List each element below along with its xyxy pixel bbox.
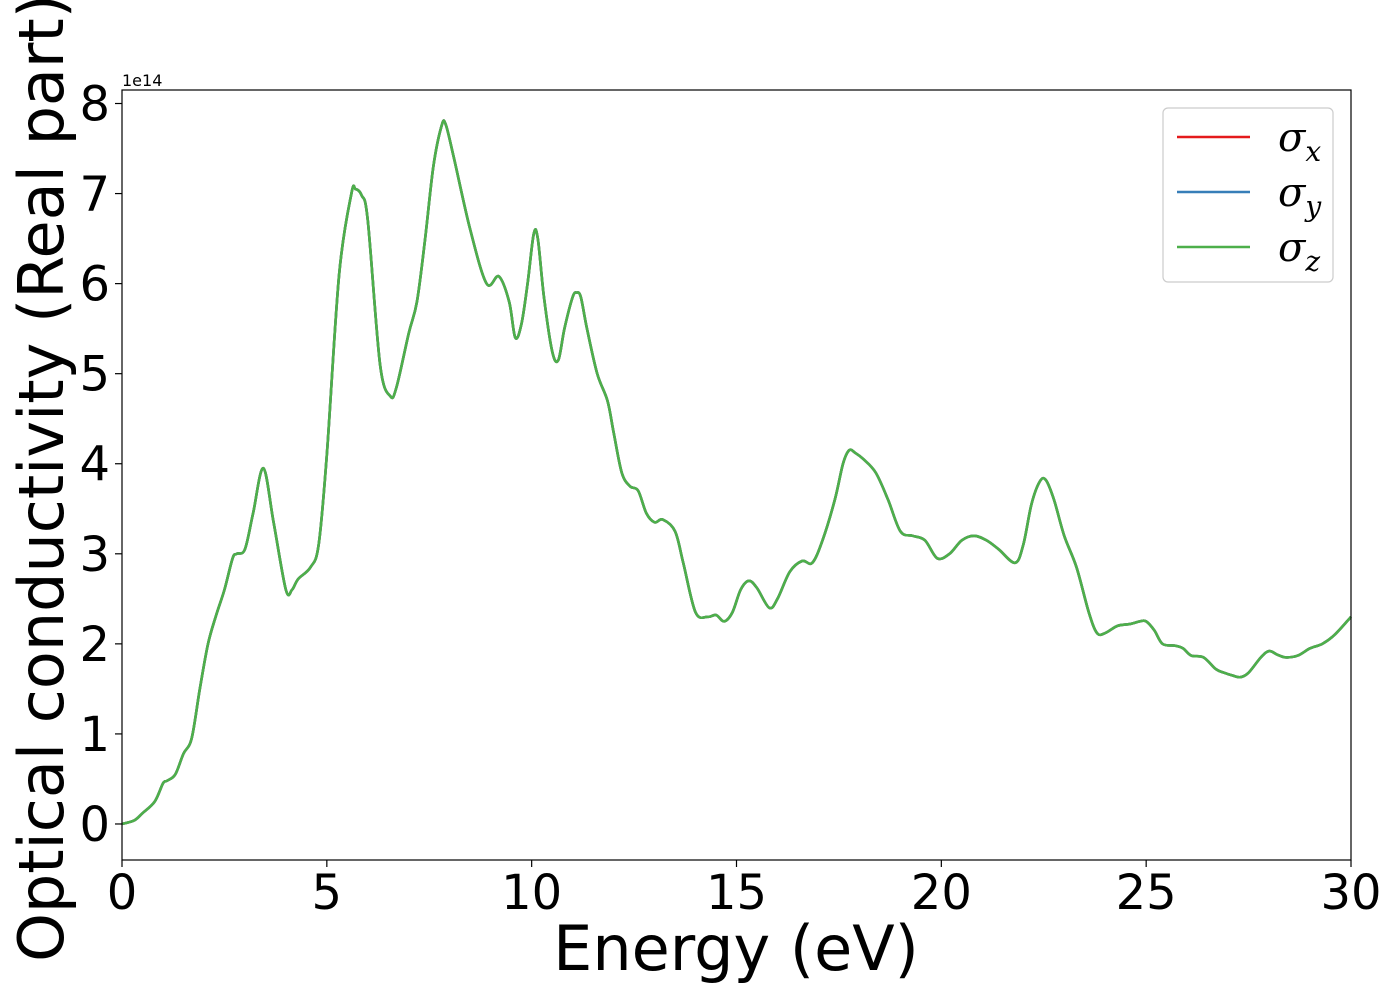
x-axis-label: Energy (eV) [553, 912, 919, 985]
y-tick-label: 7 [79, 167, 110, 223]
series-layer [122, 120, 1351, 823]
y-axis-label: Optical conductivity (Real part) [5, 0, 78, 962]
y-tick-label: 5 [79, 347, 110, 403]
x-tick-label: 30 [1320, 865, 1381, 921]
x-tick-label: 10 [501, 865, 562, 921]
legend-frame [1162, 107, 1334, 283]
y-tick-label: 0 [79, 797, 110, 853]
series-line-3 [122, 120, 1351, 823]
legend-label-x: σx [1278, 115, 1321, 168]
x-tick-label: 0 [107, 865, 138, 921]
y-tick-label: 6 [79, 257, 110, 313]
y-tick-label: 3 [79, 527, 110, 583]
y-offset-text: 1e14 [122, 71, 162, 90]
ticks-layer: 0 5 10 15 20 25 30 0 1 2 3 4 5 6 7 8 [79, 77, 1381, 921]
y-tick-label: 1 [79, 707, 110, 763]
x-tick-label: 20 [911, 865, 972, 921]
x-tick-label: 25 [1116, 865, 1177, 921]
x-tick-label: 15 [706, 865, 767, 921]
x-tick-label: 5 [312, 865, 343, 921]
y-tick-label: 8 [79, 77, 110, 133]
y-tick-label: 4 [79, 437, 110, 493]
y-tick-label: 2 [79, 617, 110, 673]
